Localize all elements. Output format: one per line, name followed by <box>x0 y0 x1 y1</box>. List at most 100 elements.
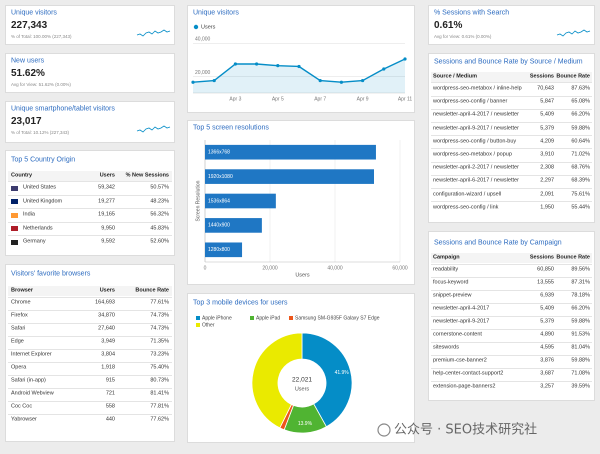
flag <box>11 199 18 204</box>
table-cell: 9,592 <box>101 238 115 245</box>
table-cell: 34,870 <box>98 312 115 319</box>
x-tick-label: 60,000 <box>392 265 408 271</box>
table-cell: 59,342 <box>98 184 115 191</box>
table-cell: 78.18% <box>571 292 590 299</box>
column-header: Users <box>99 287 115 294</box>
donut-slice <box>301 332 353 428</box>
table-cell: readability <box>433 266 459 273</box>
bar <box>205 193 276 209</box>
table-cell: 2,308 <box>540 164 554 171</box>
table-cell: Firefox <box>11 312 28 319</box>
chart-title: Top 5 screen resolutions <box>193 124 269 132</box>
header-band <box>431 253 592 263</box>
table-cell: United Kingdom <box>23 197 63 204</box>
card <box>187 5 415 113</box>
stat-note: % of Total: 100.00% (227,343) <box>11 33 72 39</box>
card <box>5 101 175 143</box>
table-cell: 73.23% <box>150 351 169 358</box>
table-cell: Edge <box>11 338 24 345</box>
legend-marker <box>289 316 293 320</box>
card <box>5 5 175 45</box>
table-cell: premium-cse-banner2 <box>433 357 487 364</box>
legend-marker <box>196 316 200 320</box>
x-tick-label: 20,000 <box>262 265 278 271</box>
table-cell: 27,640 <box>98 325 115 332</box>
row-divider <box>431 188 592 189</box>
row-divider <box>431 201 592 202</box>
center-value: 22,021 <box>292 377 312 384</box>
table-cell: Germany <box>23 238 46 245</box>
table-cell: 81.41% <box>150 390 169 397</box>
table-cell: newsletter-april-2-2017 / newsletter <box>433 164 519 171</box>
table-cell: newsletter-april-4-2017 / newsletter <box>433 111 519 118</box>
point <box>318 78 322 83</box>
x-tick-label: 40,000 <box>327 265 343 271</box>
table-cell: 3,804 <box>101 351 115 358</box>
slice-label: 41.9% <box>335 370 350 376</box>
column-header: Browser <box>11 287 34 294</box>
flag <box>11 226 18 231</box>
table-cell: 39.59% <box>571 383 590 390</box>
column-header: Sessions <box>529 254 554 261</box>
table-cell: 2,091 <box>540 190 554 197</box>
watermark: 公众号 · SEO技术研究社 <box>394 422 538 438</box>
table-cell: 89.56% <box>571 266 590 273</box>
row-divider <box>8 322 172 323</box>
stat-value: 51.62% <box>11 68 45 79</box>
legend-label: Apple iPad <box>256 315 280 321</box>
column-header: Campaign <box>433 254 460 261</box>
chart-title: Unique visitors <box>193 9 239 17</box>
row-divider <box>431 82 592 83</box>
stat-note: % of Total: 10.12% (227,343) <box>11 129 69 135</box>
row-divider <box>8 374 172 375</box>
table-cell: 71.02% <box>571 151 590 158</box>
column-header: Sessions <box>529 73 554 80</box>
legend-label: Samsung SM-G935F Galaxy S7 Edge <box>295 315 380 321</box>
stat-value: 23,017 <box>11 116 42 127</box>
table-cell: newsletter-april-9-2017 / newsletter <box>433 124 519 131</box>
flag <box>11 185 18 191</box>
flag <box>11 212 18 218</box>
table-cell: 60.64% <box>571 138 590 145</box>
point <box>212 78 216 83</box>
table-cell: 3,910 <box>540 151 554 158</box>
table-cell: newsletter-april-4-2017 <box>433 305 490 312</box>
table-cell: wordpress-seo-metabox / inline-help <box>433 85 522 92</box>
point <box>403 57 407 61</box>
table-cell: newsletter-april-6-2017 / newsletter <box>433 177 519 184</box>
table-title: Top 5 Country Origin <box>11 156 76 164</box>
table-cell: Safari (in-app) <box>11 377 46 384</box>
table-cell: Netherlands <box>23 224 53 231</box>
table-title: Sessions and Bounce Rate by Source / Med… <box>434 58 583 66</box>
bar-label: 1920x1080 <box>208 174 233 180</box>
area <box>193 59 405 93</box>
table-cell: 75.61% <box>571 190 590 197</box>
table-cell: 80.73% <box>150 377 169 384</box>
point <box>361 78 365 83</box>
row-divider <box>8 335 172 336</box>
row-divider <box>8 348 172 349</box>
x-axis-title: Users <box>295 272 310 278</box>
table-cell: 56.32% <box>150 211 169 218</box>
table-cell: 59.88% <box>571 318 590 325</box>
table-cell: 19,277 <box>98 197 115 204</box>
row-divider <box>8 387 172 388</box>
bar-label: 1536x864 <box>208 198 230 204</box>
table-cell: 3,876 <box>540 357 554 364</box>
table-cell: 70,643 <box>537 85 554 92</box>
legend-label: Users <box>201 24 216 30</box>
bar <box>205 242 243 258</box>
point <box>339 80 343 84</box>
table-cell: 5,847 <box>540 98 554 105</box>
table-cell: 5,409 <box>540 111 554 118</box>
table-title: Visitors' favorite browsers <box>11 270 91 278</box>
legend-marker <box>250 316 254 320</box>
table-cell: 71.35% <box>150 338 169 345</box>
legend-marker <box>193 24 199 30</box>
table-cell: 13,555 <box>537 279 554 286</box>
table-cell: Chrome <box>11 299 31 306</box>
table-cell: 2,297 <box>540 177 554 184</box>
column-header: Bounce Rate <box>556 73 590 80</box>
point <box>191 80 195 84</box>
